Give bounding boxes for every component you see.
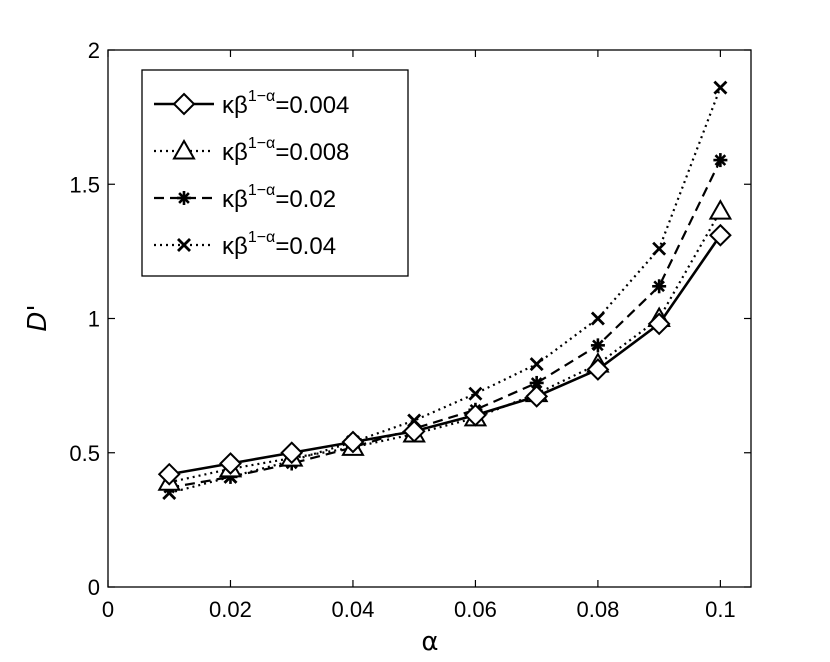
data-point bbox=[647, 312, 671, 336]
legend-label-superscript: 1−α bbox=[248, 135, 276, 152]
legend-label-value: =0.02 bbox=[275, 186, 336, 213]
x-tick-label: 0.06 bbox=[454, 597, 497, 622]
legend-label-value: =0.04 bbox=[275, 233, 336, 260]
y-axis-label: D' bbox=[23, 304, 53, 331]
legend-label: κβ1−α=0.004 bbox=[222, 88, 349, 119]
series-markers bbox=[157, 80, 733, 501]
data-point bbox=[468, 386, 483, 401]
cross-stroke bbox=[713, 80, 728, 95]
data-point bbox=[529, 357, 544, 372]
legend-marker bbox=[177, 238, 191, 252]
data-point bbox=[652, 241, 667, 256]
series-lines bbox=[168, 87, 722, 495]
x-tick-label: 0 bbox=[102, 597, 114, 622]
y-tick-label: 1 bbox=[88, 307, 100, 332]
cross-stroke bbox=[590, 311, 605, 326]
series-line bbox=[169, 159, 722, 489]
legend-label-value: =0.004 bbox=[275, 92, 349, 119]
x-tick-label: 0.08 bbox=[576, 597, 619, 622]
cross-stroke bbox=[468, 386, 483, 401]
legend-label-superscript: 1−α bbox=[248, 229, 276, 246]
cross-stroke bbox=[177, 238, 191, 252]
data-point bbox=[219, 452, 242, 475]
data-point bbox=[280, 441, 304, 465]
asterisk-stroke bbox=[592, 339, 604, 352]
legend-marker bbox=[172, 138, 196, 160]
x-axis-label: α bbox=[421, 627, 438, 657]
data-point bbox=[157, 462, 181, 486]
data-point bbox=[590, 311, 605, 326]
asterisk-stroke bbox=[714, 154, 727, 166]
data-point bbox=[586, 358, 610, 381]
asterisk-stroke bbox=[653, 280, 665, 293]
cross-stroke bbox=[652, 241, 667, 256]
legend-label: κβ1−α=0.008 bbox=[222, 135, 349, 166]
legend-label-superscript: 1−α bbox=[248, 182, 276, 199]
data-point bbox=[713, 80, 728, 95]
x-tick-label: 0.04 bbox=[332, 597, 375, 622]
data-point bbox=[708, 199, 733, 220]
y-tick-label: 0.5 bbox=[69, 441, 100, 466]
legend-label-value: =0.008 bbox=[275, 139, 349, 166]
data-point bbox=[525, 384, 549, 408]
cross-stroke bbox=[529, 357, 544, 372]
data-point bbox=[652, 279, 667, 294]
legend-marker bbox=[177, 191, 191, 205]
legend-label-superscript: 1−α bbox=[248, 88, 276, 105]
legend-label-base: κβ bbox=[222, 233, 248, 260]
data-point bbox=[713, 153, 728, 168]
data-point bbox=[590, 338, 605, 353]
series-line bbox=[168, 87, 722, 495]
x-tick-label: 0.02 bbox=[209, 597, 252, 622]
legend-label-base: κβ bbox=[222, 186, 248, 213]
legend-marker bbox=[172, 92, 196, 116]
data-point bbox=[464, 403, 487, 427]
x-tick-label: 0.1 bbox=[705, 597, 736, 622]
data-point bbox=[708, 223, 732, 247]
data-point bbox=[402, 419, 426, 443]
axis-ticks: 0 0.02 0.04 0.06 0.08 0.1 0 0.5 1 1.5 2 bbox=[69, 38, 751, 622]
legend-label-base: κβ bbox=[222, 92, 248, 119]
asterisk-stroke bbox=[178, 192, 190, 204]
y-tick-label: 1.5 bbox=[69, 172, 100, 197]
legend-label: κβ1−α=0.02 bbox=[222, 182, 336, 213]
legend-label: κβ1−α=0.04 bbox=[222, 229, 336, 260]
data-point bbox=[341, 430, 365, 454]
legend-label-base: κβ bbox=[222, 139, 248, 166]
legend: κβ1−α=0.004κβ1−α=0.008κβ1−α=0.02κβ1−α=0.… bbox=[141, 69, 409, 277]
y-tick-label: 2 bbox=[88, 38, 100, 63]
series-line bbox=[169, 234, 722, 476]
y-tick-label: 0 bbox=[88, 575, 100, 600]
